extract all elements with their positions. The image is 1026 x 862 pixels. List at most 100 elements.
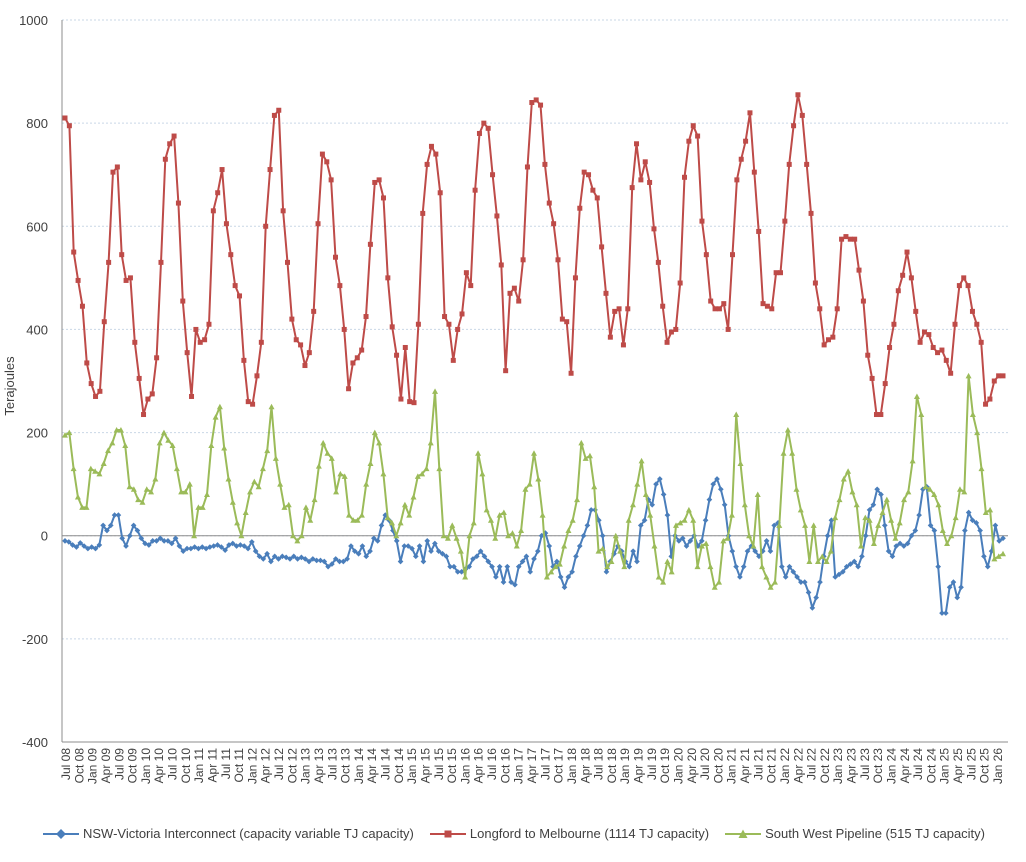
data-point bbox=[984, 563, 991, 570]
data-point bbox=[127, 275, 133, 281]
data-point bbox=[374, 538, 381, 544]
data-point bbox=[498, 262, 504, 268]
data-point bbox=[720, 537, 727, 544]
data-point bbox=[642, 159, 648, 165]
data-point bbox=[546, 543, 553, 549]
data-point bbox=[952, 321, 958, 327]
data-point bbox=[965, 509, 972, 516]
data-point bbox=[293, 337, 299, 343]
data-point bbox=[828, 517, 835, 524]
data-point bbox=[110, 169, 116, 175]
data-point bbox=[324, 450, 331, 456]
data-point bbox=[946, 584, 953, 591]
data-point bbox=[420, 210, 426, 216]
data-point bbox=[141, 412, 147, 418]
data-point bbox=[449, 522, 456, 528]
data-point bbox=[836, 571, 842, 578]
data-point bbox=[626, 563, 633, 570]
data-point bbox=[529, 100, 535, 106]
data-point bbox=[242, 509, 249, 516]
data-point bbox=[852, 236, 858, 242]
data-point bbox=[324, 159, 330, 165]
data-point bbox=[695, 133, 701, 139]
data-point bbox=[655, 573, 662, 580]
data-point bbox=[991, 555, 998, 562]
data-point bbox=[389, 519, 396, 526]
data-point bbox=[893, 543, 900, 549]
data-point bbox=[845, 468, 852, 474]
data-point bbox=[794, 574, 800, 580]
data-point bbox=[79, 504, 86, 510]
x-tick-label: Jul 08 bbox=[59, 748, 73, 780]
data-point bbox=[306, 558, 312, 565]
data-point bbox=[738, 156, 744, 162]
data-point bbox=[298, 342, 304, 348]
x-tick-label: Jan 24 bbox=[884, 748, 898, 784]
data-point bbox=[685, 506, 692, 513]
x-tick-label: Jan 10 bbox=[139, 748, 153, 784]
data-point bbox=[586, 172, 592, 178]
data-point bbox=[799, 112, 805, 118]
data-point bbox=[535, 475, 542, 482]
data-point bbox=[332, 254, 338, 260]
data-point bbox=[363, 481, 370, 487]
x-tick-label: Apr 23 bbox=[845, 748, 859, 784]
data-point bbox=[839, 236, 845, 242]
data-point bbox=[466, 563, 473, 570]
data-point bbox=[724, 535, 731, 541]
data-point bbox=[329, 561, 335, 567]
data-point bbox=[625, 517, 632, 523]
data-point bbox=[371, 535, 377, 542]
data-point bbox=[259, 465, 266, 472]
data-point bbox=[115, 512, 122, 518]
data-point bbox=[641, 517, 648, 524]
x-tick-label: Jan 26 bbox=[991, 748, 1005, 784]
data-point bbox=[728, 512, 735, 518]
x-tick-label: Apr 18 bbox=[578, 748, 592, 784]
x-tick-label: Oct 13 bbox=[339, 748, 353, 784]
legend-item-south-west-pipeline: South West Pipeline (515 TJ capacity) bbox=[723, 826, 985, 841]
x-tick-label: Jan 17 bbox=[512, 748, 526, 784]
data-point bbox=[847, 561, 854, 567]
data-point bbox=[996, 373, 1002, 379]
data-point bbox=[834, 306, 840, 312]
data-point bbox=[66, 123, 72, 129]
data-point bbox=[333, 488, 340, 495]
data-point bbox=[760, 301, 766, 307]
data-point bbox=[813, 594, 819, 601]
data-point bbox=[764, 303, 770, 309]
data-point bbox=[463, 270, 469, 276]
data-point bbox=[534, 548, 541, 555]
data-point bbox=[476, 130, 482, 136]
data-point bbox=[616, 306, 622, 312]
data-point bbox=[599, 532, 606, 539]
data-point bbox=[638, 457, 645, 464]
series-0 bbox=[62, 476, 1006, 616]
data-point bbox=[385, 275, 391, 281]
data-point bbox=[462, 573, 469, 580]
data-point bbox=[804, 161, 810, 167]
data-point bbox=[453, 535, 460, 541]
data-point bbox=[405, 543, 411, 549]
x-tick-label: Oct 17 bbox=[552, 748, 566, 784]
data-point bbox=[320, 439, 327, 446]
data-point bbox=[769, 306, 775, 312]
data-point bbox=[245, 399, 251, 405]
data-point bbox=[504, 563, 511, 570]
data-point bbox=[564, 319, 570, 325]
data-point bbox=[771, 522, 778, 529]
data-point bbox=[744, 548, 751, 555]
data-point bbox=[446, 321, 452, 327]
data-point bbox=[987, 506, 994, 513]
x-tick-label: Jan 11 bbox=[192, 748, 206, 783]
data-point bbox=[649, 501, 656, 508]
x-tick-label: Apr 12 bbox=[259, 748, 273, 784]
data-point bbox=[423, 465, 430, 472]
data-point bbox=[195, 504, 202, 510]
data-point bbox=[954, 594, 961, 601]
data-point bbox=[969, 411, 976, 418]
data-point bbox=[109, 439, 116, 446]
data-point bbox=[921, 329, 927, 335]
data-point bbox=[505, 532, 512, 539]
data-point bbox=[922, 483, 929, 490]
